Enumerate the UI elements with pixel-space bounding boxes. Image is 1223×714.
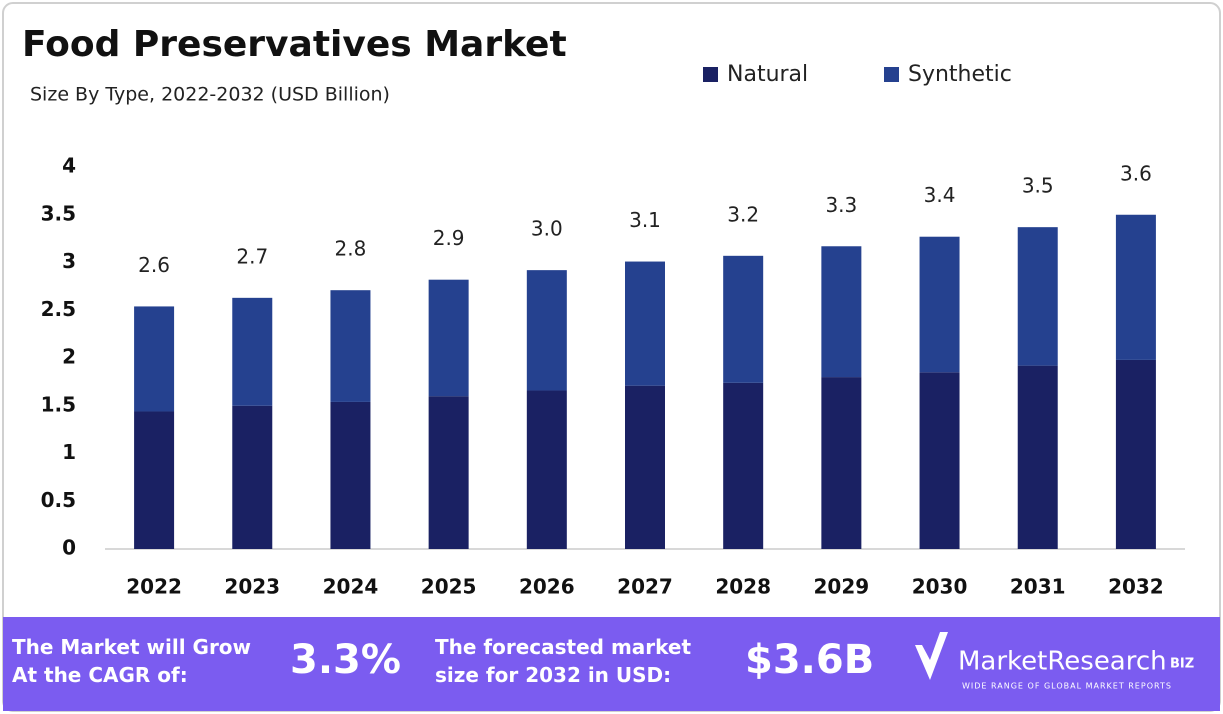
y-tick-label: 0 <box>62 536 76 560</box>
x-tick-label: 2028 <box>715 575 771 599</box>
bar-segment <box>134 306 175 412</box>
bar-segment <box>232 405 273 549</box>
bar-segment <box>723 255 764 383</box>
logo-suffix: BIZ <box>1170 657 1194 672</box>
y-tick-label: 1 <box>62 440 76 464</box>
total-label: 3.3 <box>825 193 857 217</box>
bar-segment <box>625 261 665 386</box>
bar-segment <box>625 385 665 549</box>
y-tick-label: 1.5 <box>41 392 76 416</box>
bar-segment <box>526 270 567 391</box>
bar-segment <box>821 377 862 549</box>
chart-title: Food Preservatives Market <box>22 24 567 65</box>
y-tick-label: 3.5 <box>41 201 76 225</box>
forecast-text: The forecasted market size for 2032 in US… <box>435 635 691 687</box>
forecast-value: $3.6B <box>745 637 874 683</box>
bar-segment <box>428 396 469 549</box>
y-tick-label: 4 <box>62 154 76 178</box>
bar-segment <box>134 411 175 549</box>
total-label: 3.4 <box>924 183 956 207</box>
x-tick-label: 2023 <box>224 575 280 599</box>
x-tick-label: 2025 <box>421 575 477 599</box>
x-tick-label: 2031 <box>1010 575 1066 599</box>
bar-segment <box>330 290 371 402</box>
cagr-value: 3.3% <box>290 637 401 683</box>
logo-name: MarketResearch <box>958 647 1167 677</box>
bar-segment <box>821 246 862 378</box>
bar-segment <box>919 236 960 373</box>
x-tick-label: 2030 <box>912 575 968 599</box>
logo-tagline: WIDE RANGE OF GLOBAL MARKET REPORTS <box>962 682 1172 691</box>
bar-segment <box>526 390 567 549</box>
x-tick-label: 2032 <box>1108 575 1164 599</box>
x-tick-label: 2026 <box>519 575 575 599</box>
total-label: 3.2 <box>727 202 759 226</box>
total-label: 2.7 <box>236 244 268 268</box>
chart-subtitle: Size By Type, 2022-2032 (USD Billion) <box>30 84 390 106</box>
bar-segment <box>232 297 273 406</box>
bar-segment <box>1115 214 1156 360</box>
bar-segment <box>723 382 764 549</box>
bar-segment <box>428 279 469 397</box>
total-label: 3.0 <box>531 217 563 241</box>
total-label: 2.9 <box>433 226 465 250</box>
x-tick-label: 2024 <box>323 575 379 599</box>
bar-segment <box>1115 359 1156 549</box>
total-label: 3.6 <box>1120 161 1152 185</box>
bar-segment <box>1017 365 1058 549</box>
total-label: 2.8 <box>335 237 367 261</box>
bar-segment <box>919 372 960 549</box>
legend-swatch <box>884 67 899 82</box>
total-label: 2.6 <box>138 253 170 277</box>
x-tick-label: 2022 <box>126 575 182 599</box>
x-tick-label: 2029 <box>814 575 870 599</box>
bar-segment <box>330 401 371 549</box>
y-tick-label: 0.5 <box>41 488 76 512</box>
total-label: 3.1 <box>629 208 661 232</box>
y-tick-label: 2 <box>62 345 76 369</box>
y-tick-label: 3 <box>62 249 76 273</box>
legend-label: Natural <box>727 62 808 87</box>
legend-swatch <box>703 67 718 82</box>
cagr-text: The Market will Grow At the CAGR of: <box>12 635 251 687</box>
y-tick-label: 2.5 <box>41 297 76 321</box>
bar-segment <box>1017 227 1058 366</box>
footer-band <box>3 617 1220 711</box>
x-tick-label: 2027 <box>617 575 673 599</box>
total-label: 3.5 <box>1022 174 1054 198</box>
legend-label: Synthetic <box>908 62 1012 87</box>
logo-icon <box>915 632 948 680</box>
